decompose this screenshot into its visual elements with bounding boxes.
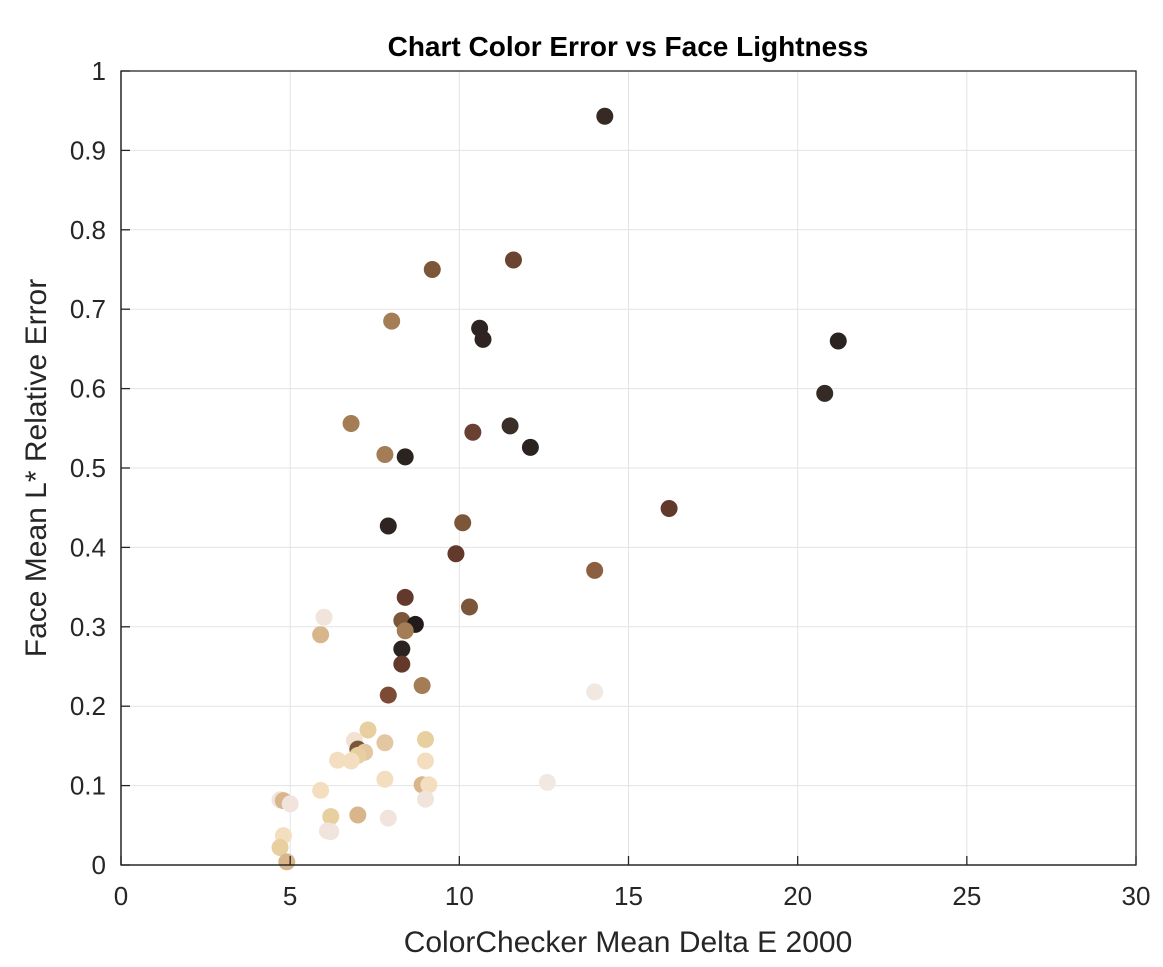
data-point	[660, 499, 678, 517]
data-point	[417, 752, 434, 770]
data-point	[278, 853, 296, 871]
data-point	[586, 683, 604, 701]
data-point	[829, 332, 847, 350]
data-point	[521, 438, 539, 456]
data-point	[342, 752, 360, 770]
y-tick-label: 0.7	[70, 294, 106, 324]
data-point	[413, 677, 431, 695]
x-axis-label: ColorChecker Mean Delta E 2000	[404, 926, 853, 959]
y-tick-label: 1	[92, 56, 106, 86]
data-point	[322, 808, 340, 826]
data-point	[379, 809, 397, 827]
data-point	[396, 448, 414, 466]
y-tick-label: 0.2	[70, 691, 106, 721]
data-point	[596, 107, 614, 125]
data-point	[349, 806, 367, 824]
data-point	[454, 514, 472, 532]
data-point	[376, 770, 394, 788]
data-point	[379, 517, 397, 535]
data-point	[393, 655, 411, 673]
y-axis-label: Face Mean L* Relative Error	[20, 279, 53, 658]
chart-title: Chart Color Error vs Face Lightness	[388, 31, 869, 62]
y-tick-label: 0.5	[70, 453, 106, 483]
data-point	[393, 640, 411, 658]
data-point	[281, 795, 299, 813]
x-tick-label: 25	[952, 881, 981, 911]
data-points	[271, 107, 847, 871]
data-point	[816, 384, 834, 402]
x-tick-label: 15	[614, 881, 643, 911]
y-tick-label: 0.8	[70, 215, 106, 245]
x-tick-label: 5	[283, 881, 297, 911]
data-point	[322, 823, 340, 841]
data-point	[423, 261, 441, 278]
x-tick-label: 10	[445, 881, 474, 911]
data-point	[504, 251, 522, 269]
data-point	[376, 446, 394, 464]
y-tick-label: 0.6	[70, 374, 106, 404]
data-point	[474, 330, 492, 348]
data-point	[417, 731, 434, 749]
grid	[120, 70, 1137, 866]
x-tick-label: 30	[1122, 881, 1151, 911]
data-point	[417, 790, 434, 808]
x-tick-label: 0	[114, 881, 128, 911]
data-point	[312, 626, 330, 644]
y-tick-label: 0.3	[70, 612, 106, 642]
data-point	[329, 751, 347, 769]
data-point	[376, 734, 394, 752]
data-point	[460, 598, 478, 616]
y-ticks: 0 0.1 0.2 0.3 0.4 0.5 0.6 0.7 0.8 0.9 1	[70, 56, 130, 880]
data-point	[315, 608, 333, 626]
data-point	[342, 415, 360, 433]
data-point	[586, 561, 604, 579]
data-point	[359, 721, 377, 739]
y-tick-label: 0.1	[70, 771, 106, 801]
data-point	[312, 781, 330, 799]
data-point	[538, 773, 556, 791]
data-point	[464, 423, 482, 441]
data-point	[447, 545, 465, 563]
data-point	[383, 312, 401, 330]
data-point	[271, 839, 289, 857]
x-ticks: 0 5 10 15 20 25 30	[114, 856, 1151, 911]
data-point	[379, 686, 397, 704]
y-tick-label: 0.9	[70, 135, 106, 165]
y-tick-label: 0	[92, 850, 106, 880]
data-point	[396, 588, 414, 606]
data-point	[501, 417, 519, 435]
x-tick-label: 20	[783, 881, 812, 911]
data-point	[420, 776, 438, 794]
data-point	[396, 622, 414, 640]
y-tick-label: 0.4	[70, 532, 106, 562]
